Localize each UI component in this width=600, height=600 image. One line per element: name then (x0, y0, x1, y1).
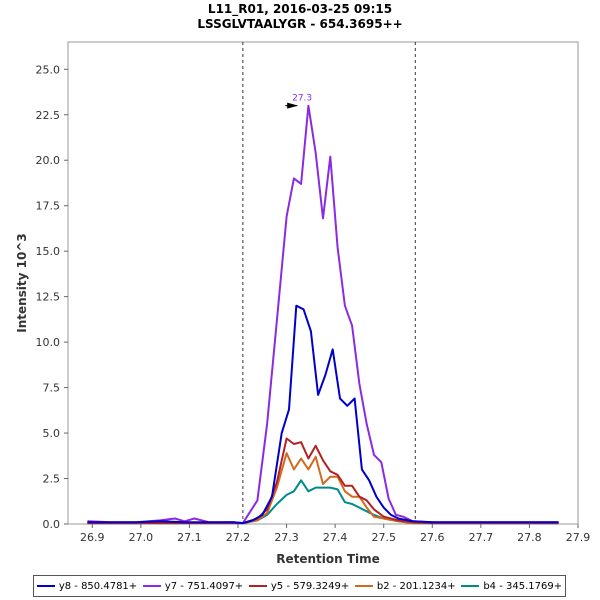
x-tick-label: 26.9 (80, 531, 105, 544)
peak-annotation: 27.3 (285, 94, 312, 109)
x-tick-label: 27.9 (566, 531, 591, 544)
x-tick-label: 27.2 (226, 531, 251, 544)
chart-subtitle: LSSGLVTAALYGR - 654.3695++ (197, 17, 402, 31)
x-tick-label: 27.6 (420, 531, 445, 544)
legend-swatch (354, 585, 373, 587)
integration-bounds (242, 42, 416, 524)
y-tick-label: 20.0 (36, 154, 61, 167)
series-line-y8 (87, 304, 559, 525)
x-tick-label: 27.5 (371, 531, 396, 544)
legend-item: b4 - 345.1769+ (461, 581, 562, 592)
plot-area (67, 41, 579, 525)
peak-label: 27.3 (292, 94, 312, 104)
chart-title: L11_R01, 2016-03-25 09:15 (208, 2, 392, 17)
y-tick-label: 22.5 (36, 109, 61, 122)
x-tick-label: 27.1 (177, 531, 202, 544)
chart-legend: y8 - 850.4781+ y7 - 751.4097+ y5 - 579.324… (33, 575, 566, 597)
y-axis: 0.0 2.5 5.0 7.5 10.0 12.5 15.0 17.5 20.0 22.5 25.0 (36, 63, 68, 531)
series-line-y7 (87, 104, 559, 525)
y-tick-label: 10.0 (36, 336, 61, 349)
y-tick-label: 25.0 (36, 63, 61, 76)
legend-label: b4 - 345.1769+ (483, 580, 563, 592)
legend-swatch (36, 585, 55, 587)
x-axis-label: Retention Time (276, 552, 380, 566)
x-tick-label: 27.4 (323, 531, 348, 544)
x-tick-label: 27.0 (129, 531, 154, 544)
legend-label: y7 - 751.4097+ (164, 580, 244, 592)
legend-swatch (248, 585, 267, 587)
series-lines (87, 104, 559, 525)
legend-swatch (142, 585, 161, 587)
legend-label: y8 - 850.4781+ (58, 580, 138, 592)
y-tick-label: 17.5 (36, 200, 61, 213)
x-tick-label: 27.7 (469, 531, 494, 544)
x-tick-label: 27.3 (274, 531, 299, 544)
legend-swatch (461, 585, 480, 587)
x-tick-label: 27.8 (517, 531, 542, 544)
y-tick-label: 12.5 (36, 291, 61, 304)
legend-label: b2 - 201.1234+ (376, 580, 456, 592)
y-tick-label: 0.0 (43, 518, 61, 531)
y-axis-label: Intensity 10^3 (15, 233, 29, 333)
legend-label: y5 - 579.3249+ (270, 580, 350, 592)
y-tick-label: 7.5 (43, 382, 61, 395)
legend-item: y8 - 850.4781+ (36, 580, 138, 592)
legend-item: y5 - 579.3249+ (248, 580, 350, 592)
x-axis: 26.9 27.0 27.1 27.2 27.3 27.4 27.5 27.6 27.7 27.8… (80, 524, 590, 544)
y-tick-label: 15.0 (36, 245, 61, 258)
legend-item: y7 - 751.4097+ (142, 580, 244, 592)
legend-item: b2 - 201.1234+ (354, 580, 456, 592)
y-tick-label: 5.0 (43, 427, 61, 440)
y-tick-label: 2.5 (43, 473, 61, 486)
